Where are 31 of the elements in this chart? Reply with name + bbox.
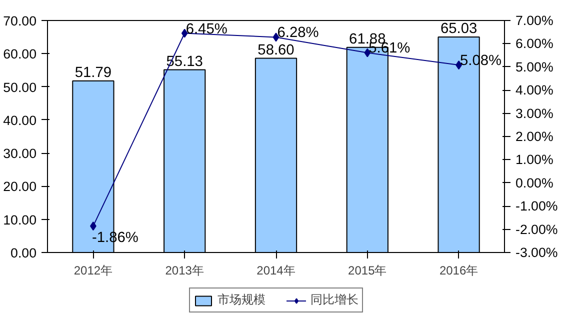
legend-label: 市场规模 (218, 292, 266, 308)
y-tick-label: 30.00 (3, 146, 37, 162)
x-tick-label: 2016年 (439, 264, 478, 278)
y-tick-label: 60.00 (3, 46, 37, 62)
y2-tick-label: -1.00% (516, 198, 558, 214)
y-tick-label: 20.00 (3, 179, 37, 194)
data-label: 58.60 (258, 42, 294, 58)
y2-tick-label: -2.00% (516, 222, 558, 237)
y2-tick-label: 5.00% (516, 59, 554, 74)
x-tick-label: 2014年 (256, 264, 296, 278)
data-label: 6.28% (277, 25, 319, 42)
legend-label: 同比增长 (310, 292, 358, 308)
y2-tick-label: 6.00% (516, 36, 554, 52)
data-label: 6.45% (186, 21, 228, 38)
y2-tick-label: 4.00% (516, 82, 554, 98)
y-tick-label: 10.00 (3, 212, 37, 228)
y2-tick-label: 7.00% (516, 13, 554, 28)
x-tick-label: 2012年 (74, 264, 113, 278)
data-label: 65.03 (440, 20, 478, 37)
x-tick-label: 2015年 (348, 264, 387, 278)
y2-tick-label: 0.00% (516, 175, 554, 190)
y2-tick-label: -3.00% (516, 245, 558, 260)
data-label: 51.79 (74, 64, 112, 81)
y-tick-label: 50.00 (3, 80, 37, 95)
x-tick-label: 2013年 (165, 264, 204, 278)
y2-tick-label: 2.00% (516, 129, 554, 144)
y-tick-label: 70.00 (3, 14, 37, 28)
y-tick-label: 0.00 (10, 246, 37, 260)
y-tick-label: 40.00 (3, 112, 37, 128)
y2-tick-label: 3.00% (516, 106, 554, 121)
y2-tick-label: 1.00% (516, 152, 554, 168)
